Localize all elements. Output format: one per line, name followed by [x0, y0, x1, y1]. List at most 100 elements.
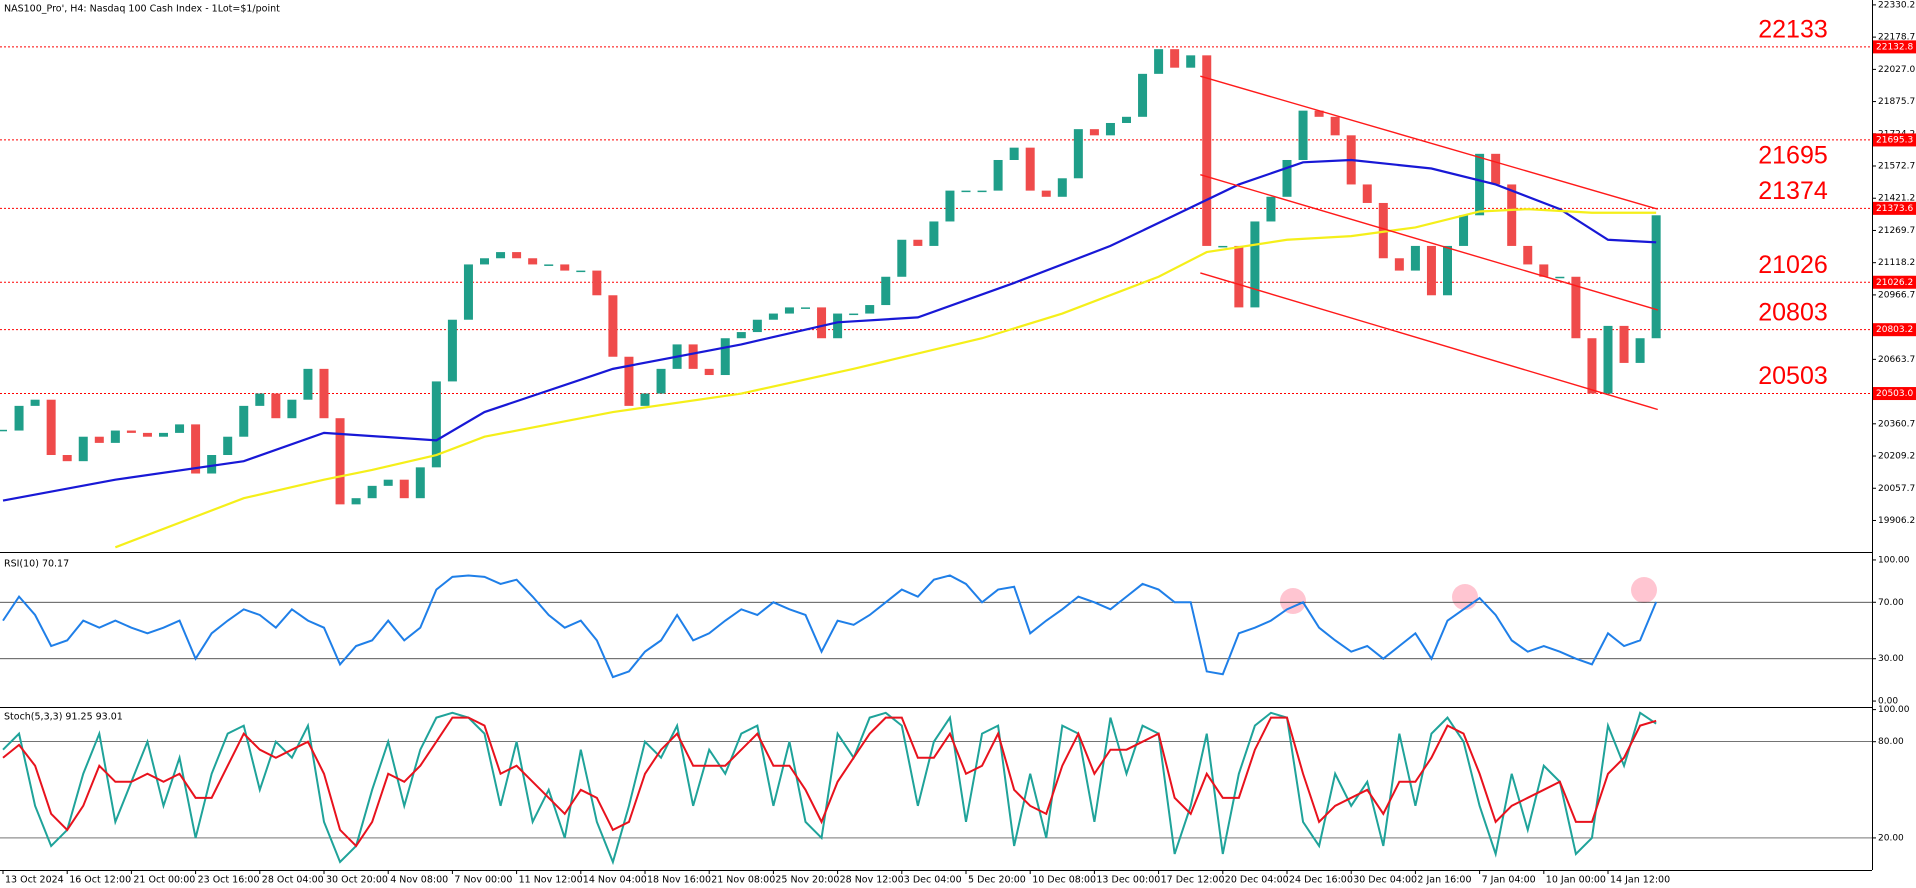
candle: [1266, 196, 1276, 222]
level-axis-box: [1873, 323, 1916, 337]
candle: [1394, 258, 1404, 271]
candle: [1571, 276, 1581, 339]
candle: [1170, 49, 1180, 68]
candle: [351, 498, 361, 505]
candle: [239, 405, 249, 437]
candle: [913, 239, 923, 246]
highlight-circle: [1280, 588, 1306, 614]
moving-average: [114, 208, 1657, 549]
candle: [865, 305, 875, 314]
candle: [1202, 55, 1212, 246]
indicator-title: Stoch(5,3,3) 91.25 93.01: [4, 712, 123, 723]
candle: [46, 399, 56, 456]
candle: [929, 221, 939, 246]
candle: [94, 436, 104, 443]
candle: [447, 319, 457, 382]
level-axis-label: 21695.3: [1876, 135, 1913, 145]
candle: [1041, 190, 1051, 197]
candle: [303, 368, 313, 400]
x-tick-label: 3 Dec 04:00: [904, 875, 962, 886]
candle: [1186, 55, 1196, 68]
x-tick-label: 7 Nov 00:00: [454, 875, 512, 886]
candle: [110, 430, 120, 443]
y-tick-label: 80.00: [1878, 737, 1904, 747]
x-tick-label: 7 Jan 04:00: [1482, 875, 1536, 886]
candle: [1073, 129, 1083, 179]
x-tick-label: 13 Dec 00:00: [1096, 875, 1160, 886]
highlight-circle: [1631, 577, 1657, 603]
y-tick-label: 19906.2: [1878, 516, 1915, 526]
indicator-line: [2, 716, 1657, 848]
candle: [1282, 159, 1292, 197]
candle: [817, 307, 827, 339]
candle: [1507, 184, 1517, 246]
candle: [1555, 276, 1565, 279]
y-tick-label: 20360.7: [1878, 419, 1915, 429]
candle: [752, 319, 762, 333]
candle: [736, 332, 746, 339]
candle: [608, 295, 618, 357]
candle: [480, 258, 489, 265]
y-tick-label: 30.00: [1878, 654, 1904, 664]
candle: [544, 264, 554, 266]
level-axis-box: [1873, 40, 1916, 54]
candle: [833, 313, 843, 339]
candle: [656, 368, 666, 394]
x-tick-label: 18 Nov 16:00: [647, 875, 711, 886]
candle: [1443, 245, 1452, 296]
candle: [367, 485, 377, 499]
x-tick-label: 24 Dec 16:00: [1289, 875, 1353, 886]
level-axis-label: 20803.2: [1876, 325, 1913, 335]
y-tick-label: 22027.0: [1878, 65, 1915, 75]
candle: [335, 418, 345, 505]
candle: [431, 381, 441, 468]
y-tick-label: 21572.7: [1878, 162, 1915, 172]
level-axis-label: 20503.0: [1876, 389, 1913, 399]
x-tick-label: 25 Nov 20:00: [775, 875, 839, 886]
candle: [1635, 338, 1645, 363]
level-axis-box: [1873, 133, 1916, 147]
candle: [383, 479, 393, 486]
highlight-circle: [1452, 584, 1478, 610]
x-tick-label: 17 Dec 12:00: [1161, 875, 1225, 886]
level-label: 22133: [1758, 15, 1828, 43]
x-tick-label: 10 Jan 00:00: [1546, 875, 1606, 886]
candle: [768, 313, 778, 320]
candle: [287, 399, 297, 419]
candle: [720, 338, 730, 376]
candle: [528, 258, 538, 265]
candle: [319, 368, 329, 419]
candle: [30, 399, 40, 406]
x-tick-label: 16 Oct 12:00: [69, 875, 131, 886]
level-axis-label: 21026.2: [1876, 278, 1913, 288]
y-tick-label: 20663.7: [1878, 355, 1915, 365]
candle: [255, 393, 265, 406]
candle: [1330, 116, 1340, 136]
candle: [1475, 153, 1485, 216]
candle: [1619, 325, 1629, 363]
candle: [175, 424, 185, 433]
candle: [881, 276, 891, 306]
channel-line: [1200, 272, 1658, 411]
level-axis-box: [1873, 387, 1916, 401]
x-tick-label: 21 Nov 08:00: [711, 875, 775, 886]
candle: [1410, 245, 1420, 271]
x-tick-label: 4 Nov 08:00: [390, 875, 448, 886]
y-tick-label: 22178.7: [1878, 33, 1915, 43]
level-label: 21026: [1758, 251, 1828, 279]
candle: [624, 356, 634, 406]
y-tick-label: 21118.2: [1878, 258, 1915, 268]
y-tick-label: 100.00: [1878, 705, 1910, 715]
x-tick-label: 11 Nov 12:00: [519, 875, 583, 886]
x-tick-label: 10 Dec 08:00: [1032, 875, 1096, 886]
candle: [784, 307, 794, 314]
candle: [977, 190, 987, 193]
level-label: 20803: [1758, 298, 1828, 326]
x-tick-label: 5 Dec 20:00: [968, 875, 1026, 886]
candle: [1539, 264, 1549, 277]
candle: [1603, 325, 1613, 394]
level-label: 21374: [1758, 177, 1828, 205]
candle: [191, 424, 201, 474]
candle: [801, 307, 810, 309]
